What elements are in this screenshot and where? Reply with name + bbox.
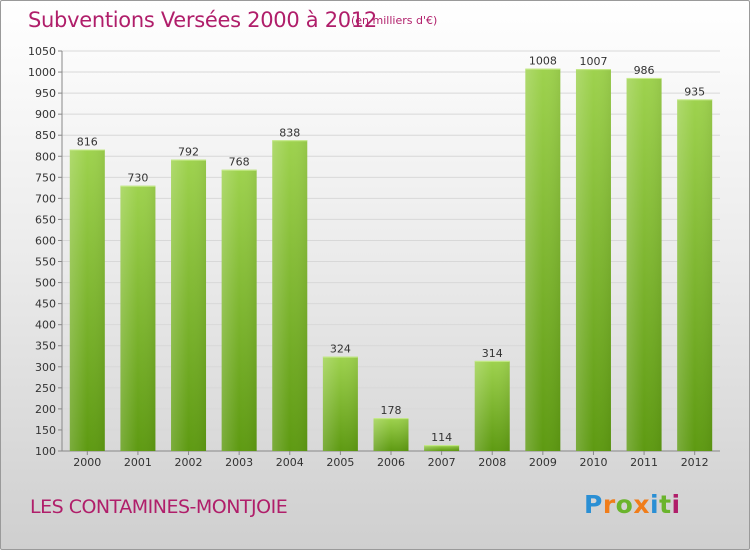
x-tick-label: 2012 [681, 456, 709, 469]
x-tick-label: 2009 [529, 456, 557, 469]
x-tick-label: 2005 [326, 456, 354, 469]
y-tick-label: 200 [35, 403, 56, 416]
grid-lines [62, 50, 720, 452]
x-tick-label: 2000 [73, 456, 101, 469]
y-tick-label: 600 [35, 234, 56, 247]
y-tick-label: 100 [35, 445, 56, 458]
unit-note: (en milliers d'€) [351, 14, 438, 27]
y-tick-label: 700 [35, 192, 56, 205]
tick-labels: 100 150 200 250 300 350 400 450 500 550 600 650 700 7… [28, 45, 709, 469]
bar-shade [373, 418, 409, 451]
y-tick-label: 650 [35, 213, 56, 226]
bar-shade [525, 68, 561, 452]
x-tick-label: 2004 [276, 456, 304, 469]
bars [69, 68, 713, 452]
data-label: 816 [77, 136, 98, 149]
x-tick-label: 2007 [428, 456, 456, 469]
y-tick-label: 1000 [28, 66, 56, 79]
y-tick-label: 550 [35, 256, 56, 269]
bar-shade [474, 360, 510, 451]
data-label: 792 [178, 146, 199, 159]
data-label: 114 [431, 431, 452, 444]
y-tick-label: 500 [35, 277, 56, 290]
x-tick-label: 2006 [377, 456, 405, 469]
data-labels: 816 730 792 768 838 324 178 114 314 1008 1007 986 93… [77, 55, 705, 444]
bar-shade [575, 69, 611, 452]
data-label: 324 [330, 343, 351, 356]
data-label: 838 [279, 126, 300, 139]
x-tick-label: 2003 [225, 456, 253, 469]
bar-shade [221, 169, 257, 451]
y-tick-label: 950 [35, 87, 56, 100]
bar-shade [677, 99, 713, 451]
bar-shade [120, 185, 156, 451]
commune-name: LES CONTAMINES-MONTJOIE [30, 496, 288, 518]
data-label: 1008 [529, 55, 557, 68]
bar-shade [272, 140, 308, 451]
x-tick-label: 2011 [630, 456, 658, 469]
bar-shade [69, 149, 105, 452]
data-label: 314 [482, 347, 503, 360]
data-label: 1007 [579, 55, 607, 68]
y-tick-label: 750 [35, 171, 56, 184]
data-label: 768 [229, 156, 250, 169]
y-tick-label: 850 [35, 129, 56, 142]
data-label: 986 [634, 64, 655, 77]
y-tick-label: 350 [35, 340, 56, 353]
data-label: 935 [684, 85, 705, 98]
bar-shade [626, 77, 662, 452]
bar-shade [171, 159, 207, 451]
y-tick-label: 900 [35, 108, 56, 121]
data-label: 178 [381, 404, 402, 417]
y-tick-label: 1050 [28, 45, 56, 58]
plot-area [62, 51, 720, 451]
bar-shade [322, 356, 358, 451]
x-tick-label: 2002 [175, 456, 203, 469]
x-tick-label: 2001 [124, 456, 152, 469]
chart-title: Subventions Versées 2000 à 2012 [28, 8, 377, 32]
y-tick-label: 150 [35, 424, 56, 437]
y-tick-label: 800 [35, 150, 56, 163]
y-tick-label: 300 [35, 361, 56, 374]
y-tick-label: 400 [35, 319, 56, 332]
proxiti-logo: Proxiti [584, 490, 681, 519]
y-tick-label: 450 [35, 298, 56, 311]
x-tick-label: 2008 [478, 456, 506, 469]
y-tick-label: 250 [35, 382, 56, 395]
x-tick-label: 2010 [579, 456, 607, 469]
data-label: 730 [127, 172, 148, 185]
bar-shade [424, 445, 460, 451]
